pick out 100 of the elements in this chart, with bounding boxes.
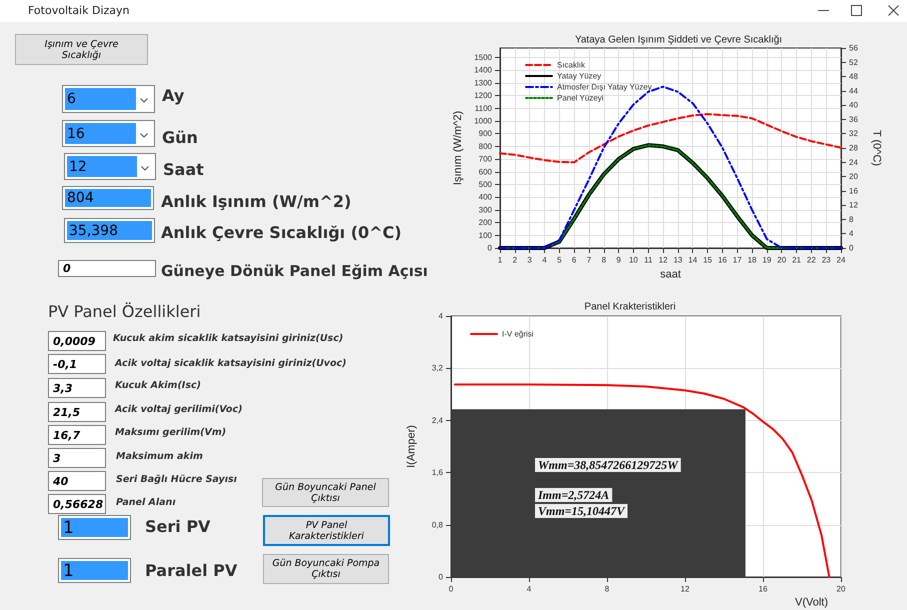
text: Işınım ve Çevre Sıcaklığı — [15, 34, 148, 65]
line-series — [499, 113, 842, 164]
annotation: Vmm=15,10447V — [538, 504, 626, 518]
x-axis-title: V(Volt) — [795, 596, 828, 608]
y-tick-label: 1,6 — [432, 468, 444, 478]
y2-tick-label: 32 — [849, 129, 858, 138]
text: Acik voltaj gerilimi(Voc) — [115, 404, 242, 415]
y-tick-label: 1200 — [474, 91, 493, 100]
text: 804 — [65, 189, 151, 207]
x-tick-label: 23 — [822, 256, 832, 264]
x-tick-label: 17 — [732, 256, 742, 264]
x-tick-label: 10 — [628, 256, 638, 264]
chart-title: Yataya Gelen Işınım Şiddeti ve Çevre Sıcaklığı — [574, 34, 782, 46]
text: Seri PV — [145, 517, 210, 536]
y-axis-title: I(Amper) — [406, 425, 418, 468]
y-tick-label: 1500 — [474, 53, 493, 62]
y2-tick-label: 40 — [849, 100, 858, 110]
text: Gün Boyuncaki Pompa Çıktısı — [263, 554, 389, 584]
x-tick-label: 6 — [572, 256, 577, 264]
y2-tick-label: 0 — [849, 244, 854, 252]
text: Maksımı gerilim(Vm) — [115, 427, 226, 438]
text: PV Panel Özellikleri — [48, 302, 201, 321]
legend-label: I-V eğrisi — [502, 330, 534, 338]
text: 3 — [52, 451, 61, 465]
y2-tick-label: 28 — [849, 144, 858, 152]
x-axis-title: saat — [660, 268, 681, 280]
text: 12 — [67, 156, 137, 177]
text: Anlık Çevre Sıcaklığı (0^C) — [161, 223, 402, 242]
text: -0,1 — [52, 357, 78, 371]
chart-title: Panel Krakteristikleri — [584, 302, 676, 312]
annotation: Imm=2,5724A — [537, 488, 610, 502]
y-tick-label: 700 — [478, 154, 493, 164]
y-tick-label: 400 — [478, 192, 493, 202]
y2-tick-label: 56 — [849, 44, 858, 52]
x-tick-label: 18 — [748, 256, 758, 264]
y-tick-label: 900 — [478, 129, 493, 138]
text: Seri Bağlı Hücre Sayısı — [116, 474, 237, 485]
text: 21,5 — [52, 405, 80, 419]
text: Paralel PV — [145, 561, 238, 580]
y2-tick-label: 48 — [849, 72, 858, 82]
text: 3,3 — [52, 381, 72, 395]
x-tick-label: 16 — [718, 256, 728, 264]
text: 35,398 — [67, 221, 152, 240]
y2-tick-label: 12 — [849, 200, 858, 210]
y2-tick-label: 4 — [849, 229, 854, 238]
y2-tick-label: 24 — [849, 158, 858, 167]
text: Fotovoltaik Dizayn — [28, 4, 130, 17]
y-tick-label: 1100 — [474, 104, 493, 113]
y-tick-label: 0 — [438, 572, 444, 582]
x-tick-label: 16 — [758, 584, 768, 594]
y-tick-label: 1000 — [474, 116, 493, 126]
text: 1 — [61, 518, 128, 538]
x-tick-label: 20 — [836, 584, 846, 594]
text: Gün — [162, 128, 198, 147]
text: 1 — [61, 560, 128, 580]
text: Güneye Dönük Panel Eğim Açısı — [161, 262, 428, 280]
x-tick-label: 8 — [604, 584, 610, 594]
text: Gün Boyuncaki Panel Çıktısı — [262, 478, 389, 507]
y2-tick-label: 52 — [849, 58, 858, 67]
text: PV Panel Karakteristikleri — [263, 515, 390, 546]
text: 16,7 — [52, 428, 80, 442]
x-tick-label: 24 — [836, 256, 846, 264]
y-tick-label: 1300 — [474, 78, 493, 88]
y-tick-label: 4 — [438, 312, 444, 320]
y2-tick-label: 16 — [849, 186, 858, 196]
y2-tick-label: 36 — [849, 114, 858, 124]
text: Acik voltaj sicaklik katsayisini giriniz(Uvoc) — [115, 358, 346, 369]
x-tick-label: 4 — [542, 256, 548, 264]
y2-axis-title: T (0^C) — [870, 130, 882, 166]
x-tick-label: 5 — [557, 256, 562, 264]
text: Anlık Işınım (W/m^2) — [161, 192, 352, 211]
legend-label: Yatay Yüzey — [557, 72, 602, 80]
y-tick-label: 800 — [478, 142, 493, 151]
text: Panel Alanı — [116, 497, 176, 508]
x-tick-label: 4 — [526, 584, 532, 594]
x-tick-label: 19 — [762, 256, 772, 264]
x-tick-label: 9 — [616, 256, 622, 264]
x-tick-label: 8 — [602, 256, 607, 264]
x-tick-label: 20 — [777, 256, 787, 264]
y-tick-label: 600 — [478, 167, 493, 176]
y-tick-label: 500 — [478, 180, 493, 190]
x-tick-label: 14 — [688, 256, 698, 264]
x-tick-label: 22 — [806, 256, 816, 264]
y-tick-label: 2,4 — [432, 416, 444, 425]
x-tick-label: 13 — [673, 256, 683, 264]
text: Ay — [162, 86, 184, 105]
y-axis-title: Işınım (W/m^2) — [452, 110, 464, 186]
text: Kucuk Akim(Isc) — [115, 380, 201, 391]
text: 16 — [65, 123, 136, 144]
legend-label: Panel Yüzeyi — [557, 94, 604, 102]
text: Saat — [163, 160, 204, 179]
x-tick-label: 0 — [448, 584, 454, 594]
y-tick-label: 0 — [488, 244, 493, 252]
text: Kucuk akim sicaklik katsayisini giriniz(Usc) — [113, 333, 344, 344]
text: 0,0009 — [52, 334, 96, 348]
x-tick-label: 12 — [658, 256, 668, 264]
annotation: Wmm=38,8547266129725W — [538, 458, 680, 472]
y2-tick-label: 20 — [849, 172, 858, 182]
text: 40 — [52, 474, 68, 488]
x-tick-label: 7 — [586, 256, 592, 264]
